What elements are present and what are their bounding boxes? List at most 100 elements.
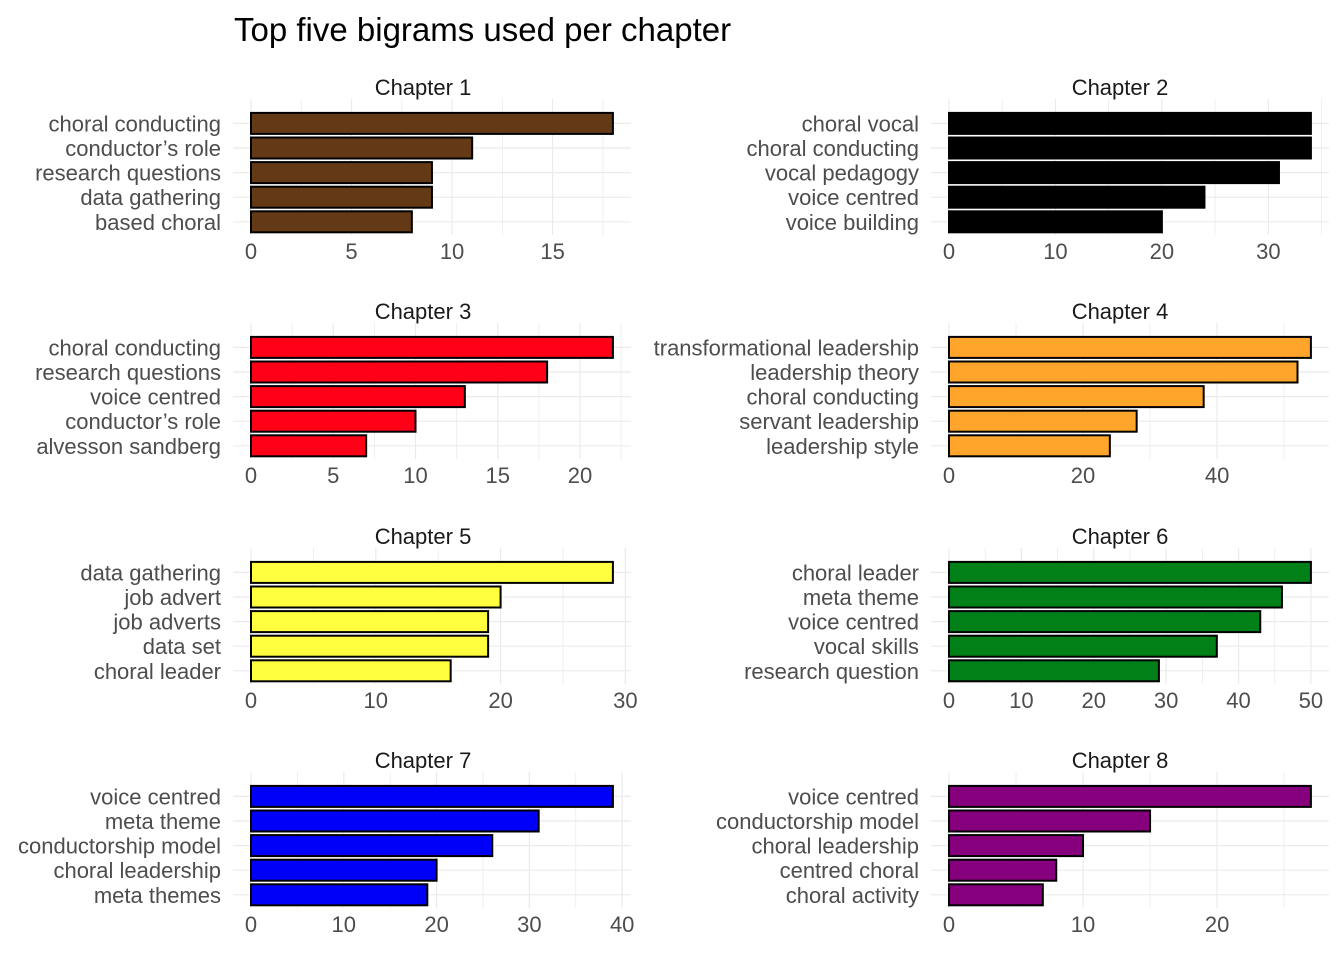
bar-chapter-8-5 [948, 883, 1044, 907]
bar-chapter-7-2 [250, 809, 540, 833]
bar-chapter-5-3 [250, 610, 490, 634]
category-label-chapter-8-2: conductorship model [716, 809, 919, 834]
category-label-chapter-6-3: voice centred [788, 610, 919, 635]
bar-chapter-3-1 [250, 335, 614, 359]
category-label-chapter-4-2: leadership theory [750, 360, 919, 385]
bar-chapter-2-2 [948, 136, 1312, 160]
category-label-chapter-8-3: choral leadership [751, 834, 919, 859]
category-label-chapter-3-4: conductor’s role [65, 409, 221, 434]
bar-chapter-1-2 [250, 136, 474, 160]
category-label-chapter-6-2: meta theme [803, 585, 919, 610]
category-label-chapter-7-3: conductorship model [18, 834, 221, 859]
category-label-chapter-3-1: choral conducting [49, 335, 221, 360]
x-tick-label-chapter-5: 20 [488, 688, 512, 713]
category-label-chapter-5-3: job adverts [112, 610, 221, 635]
category-label-chapter-1-3: research questions [35, 161, 221, 186]
category-label-chapter-8-1: voice centred [788, 784, 919, 809]
bar-chapter-2-1 [948, 111, 1312, 135]
category-label-chapter-1-1: choral conducting [49, 111, 221, 136]
category-label-chapter-4-5: leadership style [766, 434, 919, 459]
category-label-chapter-5-2: job advert [123, 585, 221, 610]
category-label-chapter-3-2: research questions [35, 360, 221, 385]
category-label-chapter-5-4: data set [143, 634, 221, 659]
category-label-chapter-2-3: vocal pedagogy [765, 161, 919, 186]
x-tick-label-chapter-7: 0 [245, 912, 257, 937]
bar-chapter-7-3 [250, 834, 494, 858]
category-label-chapter-4-1: transformational leadership [654, 335, 919, 360]
category-label-chapter-2-1: choral vocal [802, 111, 919, 136]
x-tick-label-chapter-3: 10 [403, 463, 427, 488]
panel-title-chapter-8: Chapter 8 [1072, 748, 1169, 773]
bar-chapter-5-2 [250, 585, 502, 609]
bar-chapter-6-3 [948, 610, 1262, 634]
bar-chapter-5-4 [250, 634, 490, 658]
x-tick-label-chapter-2: 0 [943, 239, 955, 264]
bar-chapter-8-1 [948, 784, 1312, 808]
bar-chapter-1-5 [250, 210, 413, 234]
x-tick-label-chapter-7: 20 [424, 912, 448, 937]
bar-chapter-8-3 [948, 834, 1085, 858]
bar-chapter-1-4 [250, 185, 433, 209]
x-tick-label-chapter-6: 50 [1299, 688, 1323, 713]
chart-title: Top five bigrams used per chapter [234, 11, 732, 48]
x-tick-label-chapter-4: 40 [1205, 463, 1229, 488]
category-label-chapter-5-5: choral leader [94, 659, 221, 684]
panel-title-chapter-4: Chapter 4 [1072, 299, 1169, 324]
panel-title-chapter-1: Chapter 1 [375, 75, 472, 100]
category-label-chapter-6-4: vocal skills [814, 634, 919, 659]
x-tick-label-chapter-7: 40 [610, 912, 634, 937]
bar-chapter-4-2 [948, 360, 1299, 384]
category-label-chapter-2-5: voice building [786, 210, 919, 235]
category-label-chapter-2-4: voice centred [788, 185, 919, 210]
x-tick-label-chapter-5: 30 [613, 688, 637, 713]
category-label-chapter-4-3: choral conducting [747, 385, 919, 410]
x-tick-label-chapter-6: 0 [943, 688, 955, 713]
bar-chapter-4-3 [948, 385, 1205, 409]
bar-chapter-6-1 [948, 560, 1312, 584]
bar-chapter-7-5 [250, 883, 429, 907]
x-tick-label-chapter-6: 30 [1154, 688, 1178, 713]
category-label-chapter-8-4: centred choral [780, 858, 919, 883]
category-label-chapter-7-4: choral leadership [53, 858, 221, 883]
x-tick-label-chapter-1: 10 [440, 239, 464, 264]
bar-chapter-8-4 [948, 858, 1058, 882]
x-tick-label-chapter-8: 20 [1205, 912, 1229, 937]
x-tick-label-chapter-7: 30 [517, 912, 541, 937]
bar-chapter-4-1 [948, 335, 1312, 359]
bar-chapter-6-2 [948, 585, 1283, 609]
category-label-chapter-4-4: servant leadership [739, 409, 919, 434]
category-label-chapter-7-2: meta theme [105, 809, 221, 834]
x-tick-label-chapter-6: 40 [1226, 688, 1250, 713]
x-tick-label-chapter-2: 20 [1150, 239, 1174, 264]
x-tick-label-chapter-5: 0 [245, 688, 257, 713]
category-label-chapter-7-1: voice centred [90, 784, 221, 809]
bar-chapter-2-5 [948, 210, 1163, 234]
bar-chapter-3-3 [250, 385, 466, 409]
x-tick-label-chapter-3: 5 [327, 463, 339, 488]
category-label-chapter-8-5: choral activity [786, 883, 919, 908]
panel-title-chapter-5: Chapter 5 [375, 524, 472, 549]
panel-title-chapter-3: Chapter 3 [375, 299, 472, 324]
bar-chapter-5-1 [250, 560, 614, 584]
bar-chapter-5-5 [250, 659, 452, 683]
bar-chapter-3-2 [250, 360, 549, 384]
category-label-chapter-5-1: data gathering [80, 560, 221, 585]
bar-chapter-3-4 [250, 409, 417, 433]
bar-chapter-1-1 [250, 111, 614, 135]
bar-chapter-4-5 [948, 434, 1111, 458]
x-tick-label-chapter-8: 0 [943, 912, 955, 937]
x-tick-label-chapter-2: 10 [1043, 239, 1067, 264]
bar-chapter-2-4 [948, 185, 1206, 209]
bar-chapter-3-5 [250, 434, 368, 458]
x-tick-label-chapter-7: 10 [332, 912, 356, 937]
category-label-chapter-3-3: voice centred [90, 385, 221, 410]
bar-chapter-4-4 [948, 409, 1138, 433]
category-label-chapter-1-2: conductor’s role [65, 136, 221, 161]
category-label-chapter-2-2: choral conducting [747, 136, 919, 161]
category-label-chapter-6-1: choral leader [792, 560, 919, 585]
x-tick-label-chapter-3: 0 [245, 463, 257, 488]
bar-chapter-1-3 [250, 161, 433, 185]
bar-chapter-8-2 [948, 809, 1152, 833]
panel-title-chapter-6: Chapter 6 [1072, 524, 1169, 549]
